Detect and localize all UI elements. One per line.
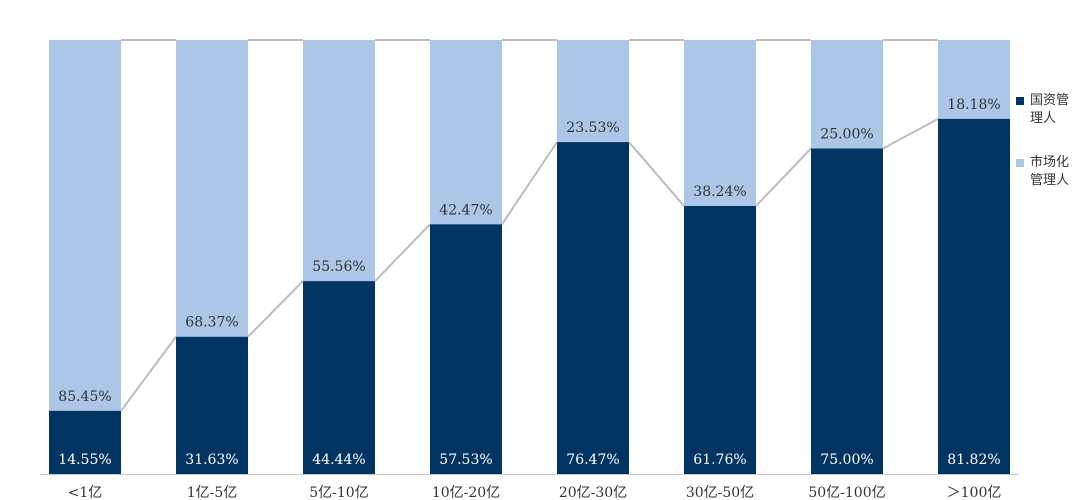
data-label-market-4: 23.53%: [566, 120, 619, 136]
connector-line-boundary-4: [628, 141, 685, 207]
bar-state-owned-7: [938, 118, 1010, 475]
bar-market-3: [430, 40, 502, 225]
legend-swatch-market: [1016, 159, 1024, 167]
connector-lines: [120, 39, 939, 412]
bar-state-owned-6: [811, 148, 883, 474]
bar-market-0: [49, 40, 121, 411]
x-tick-label-3: 10亿-20亿: [432, 485, 500, 500]
legend-label-market: 市场化管理人: [1030, 155, 1070, 188]
data-label-market-1: 68.37%: [185, 315, 238, 331]
data-label-market-0: 85.45%: [58, 389, 111, 405]
connector-line-boundary-1: [247, 280, 304, 338]
data-label-state-owned-1: 31.63%: [185, 452, 238, 468]
bar-state-owned-3: [430, 224, 502, 474]
bars-layer: [49, 40, 1010, 475]
connector-line-boundary-5: [755, 147, 812, 207]
bar-state-owned-1: [176, 336, 248, 474]
data-label-market-2: 55.56%: [312, 259, 365, 275]
data-label-state-owned-7: 81.82%: [947, 452, 1000, 468]
data-label-state-owned-0: 14.55%: [58, 452, 111, 468]
bar-market-1: [176, 40, 248, 337]
legend-swatch-state-owned: [1016, 97, 1024, 105]
bar-state-owned-0: [49, 410, 121, 474]
x-tick-label-4: 20亿-30亿: [559, 485, 627, 500]
connector-line-boundary-6: [882, 118, 939, 150]
legend: 国资管理人 市场化管理人: [1016, 92, 1078, 216]
x-tick-label-7: ＞100亿: [947, 485, 1002, 500]
data-label-market-5: 38.24%: [693, 184, 746, 200]
bar-state-owned-2: [303, 281, 375, 474]
x-tick-label-0: <1亿: [68, 485, 103, 500]
bar-state-owned-5: [684, 205, 756, 474]
x-tick-label-6: 50亿-100亿: [808, 485, 885, 500]
x-axis: <1亿 1亿-5亿 5亿-10亿 10亿-20亿 20亿-30亿 30亿-50亿 50亿-1…: [40, 474, 1018, 500]
bar-market-2: [303, 40, 375, 282]
bar-market-6: [811, 40, 883, 149]
data-label-market-3: 42.47%: [439, 202, 492, 218]
data-label-market-7: 18.18%: [947, 97, 1000, 113]
bar-market-5: [684, 40, 756, 206]
connector-line-boundary-0: [120, 336, 177, 412]
connector-line-boundary-2: [374, 223, 431, 282]
legend-item-market: 市场化管理人: [1016, 154, 1078, 190]
bar-state-owned-4: [557, 142, 629, 475]
bar-market-7: [938, 40, 1010, 119]
data-label-state-owned-3: 57.53%: [439, 452, 492, 468]
data-label-market-6: 25.00%: [820, 127, 873, 143]
data-labels-layer: 14.55% 85.45% 31.63% 68.37% 44.44% 55.56% 57.5…: [58, 97, 1000, 468]
legend-item-state-owned: 国资管理人: [1016, 92, 1078, 128]
data-label-state-owned-6: 75.00%: [820, 452, 873, 468]
x-tick-label-5: 30亿-50亿: [686, 485, 754, 500]
x-tick-label-2: 5亿-10亿: [309, 485, 368, 500]
bar-market-4: [557, 40, 629, 143]
connector-line-boundary-3: [501, 141, 558, 225]
data-label-state-owned-5: 61.76%: [693, 452, 746, 468]
data-label-state-owned-4: 76.47%: [566, 452, 619, 468]
legend-label-state-owned: 国资管理人: [1030, 93, 1070, 126]
x-tick-label-1: 1亿-5亿: [187, 485, 238, 500]
data-label-state-owned-2: 44.44%: [312, 452, 365, 468]
